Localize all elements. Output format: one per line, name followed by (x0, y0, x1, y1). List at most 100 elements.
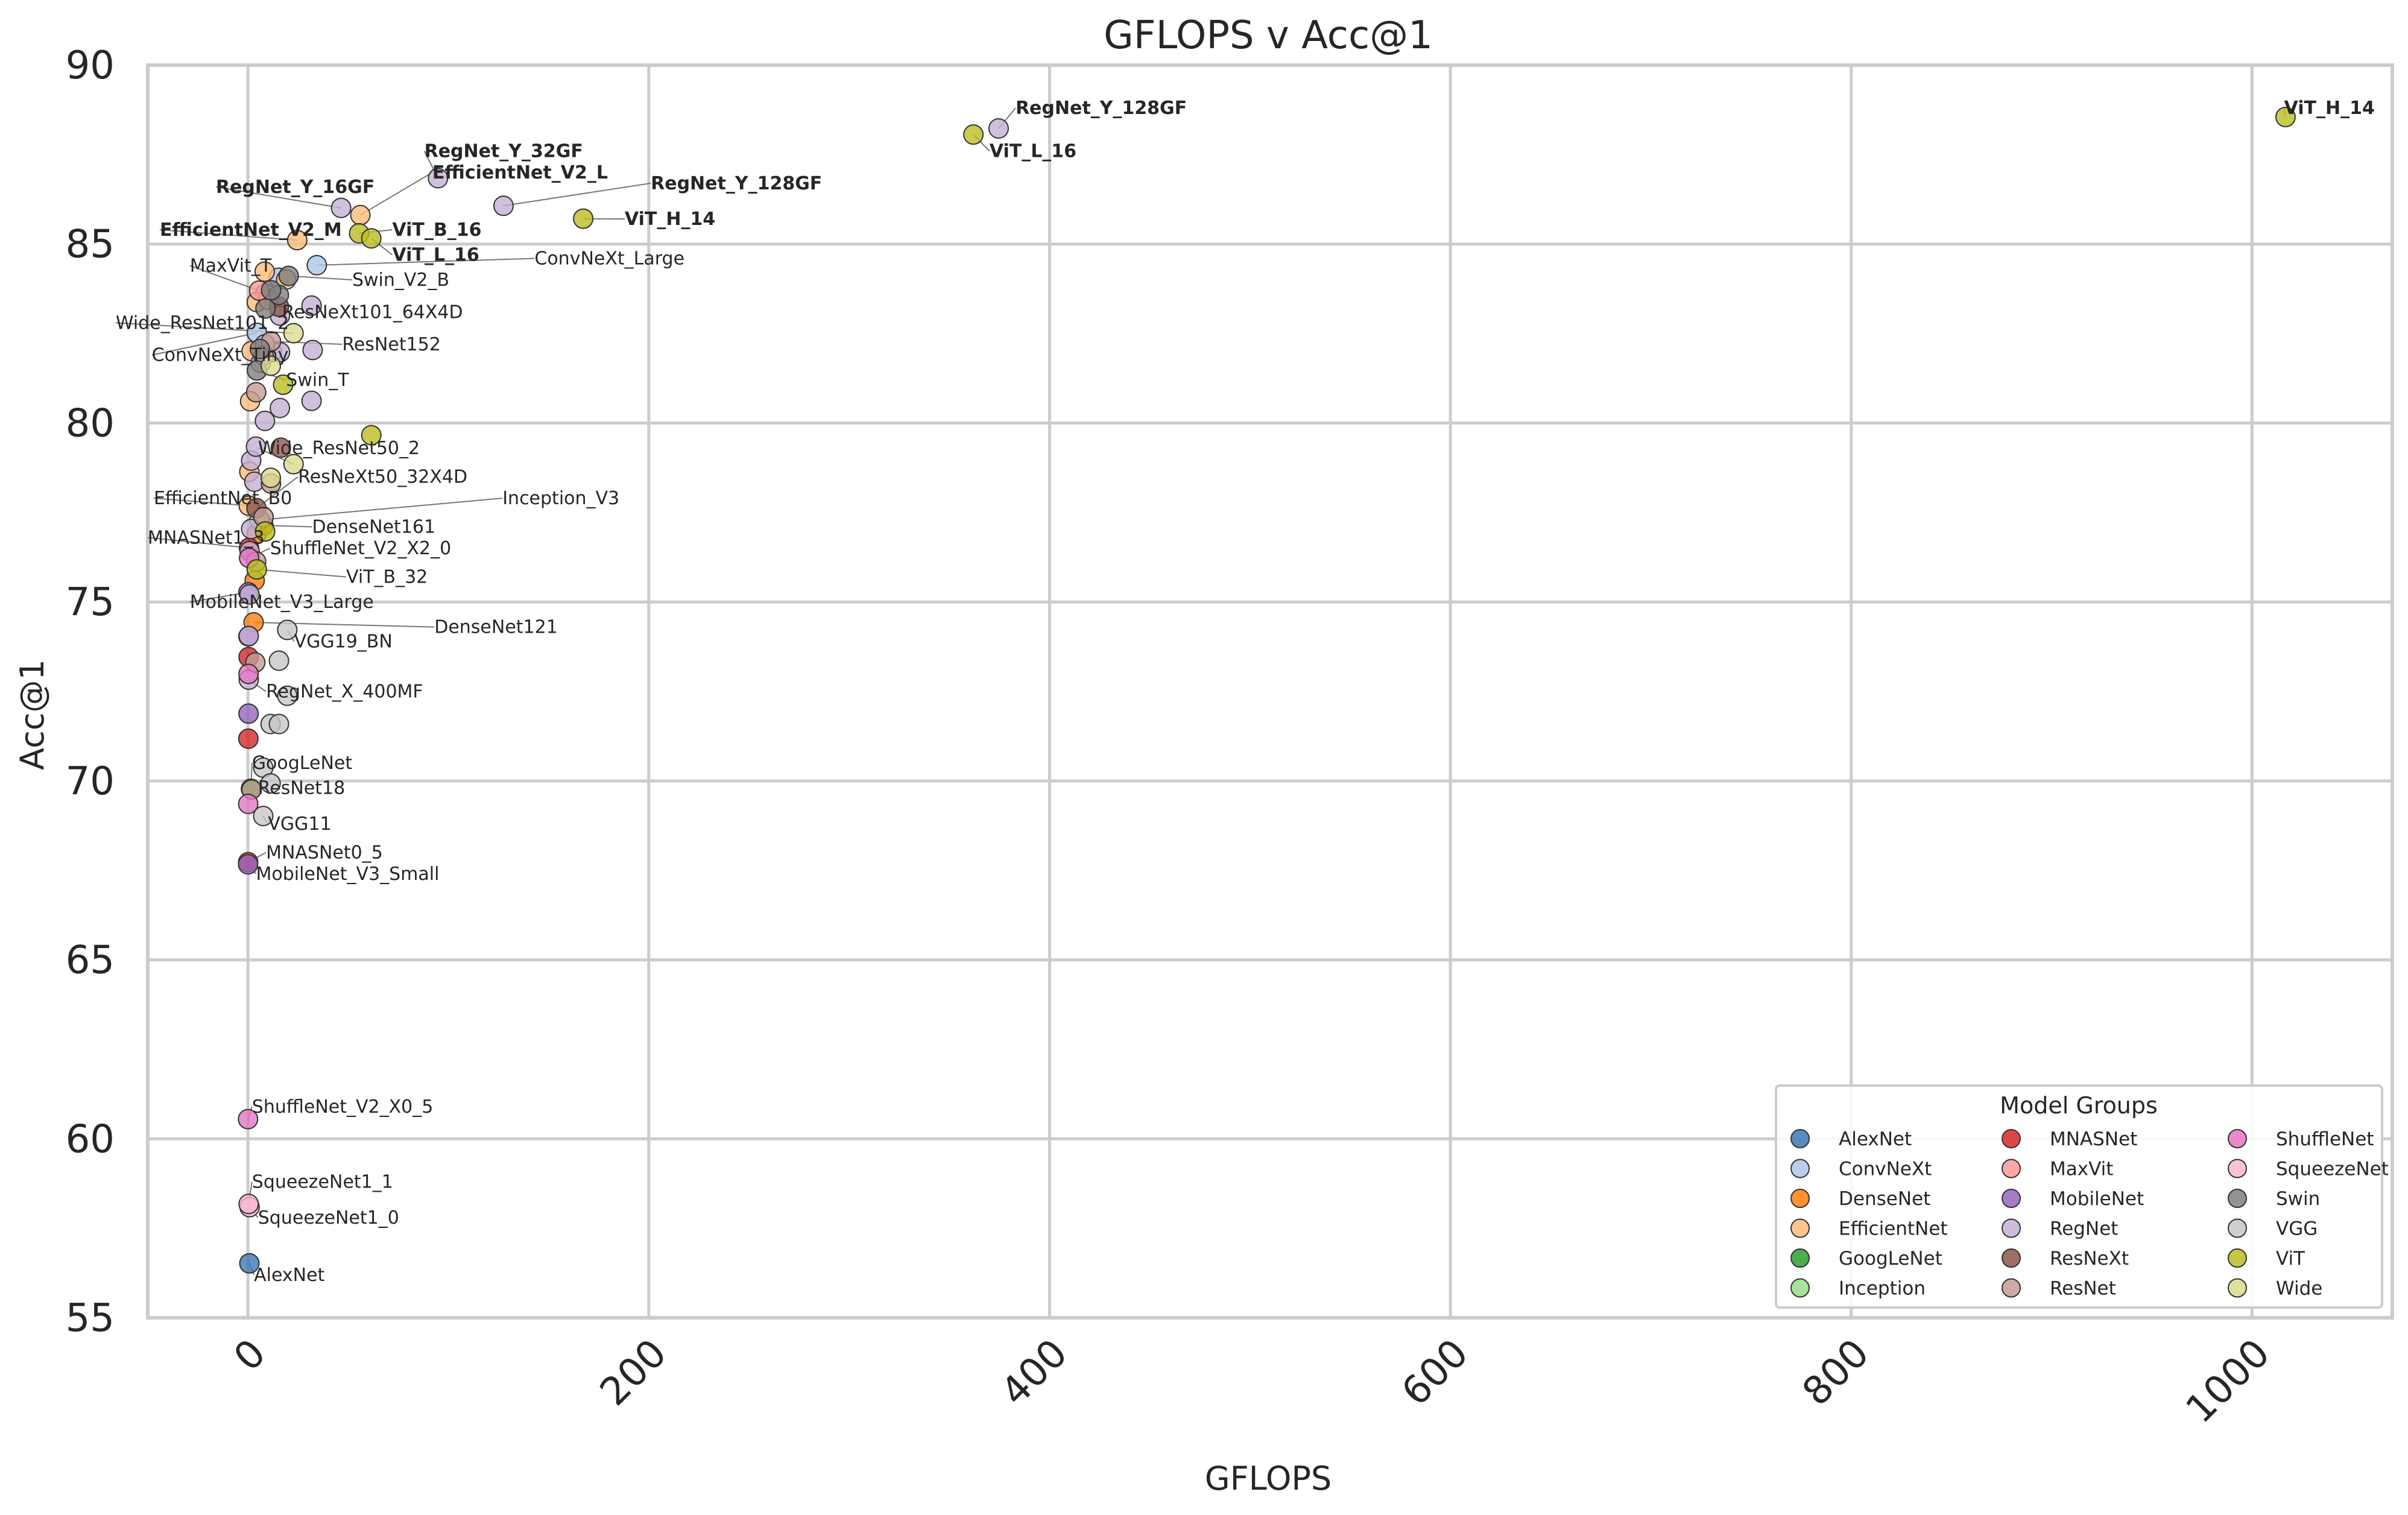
annotation-label: DenseNet161 (312, 517, 436, 538)
annotation-label: ViT_L_16 (392, 245, 479, 266)
legend-label: VGG (2276, 1218, 2318, 1240)
annotation-label: MobileNet_V3_Large (190, 592, 374, 613)
legend-marker (2002, 1218, 2021, 1238)
legend-label: Wide (2276, 1278, 2322, 1300)
annotation-label: RegNet_Y_128GF (651, 173, 822, 194)
x-tick-label: 400 (993, 1331, 1076, 1415)
data-point (246, 559, 267, 580)
annotation-label: ResNeXt50_32X4D (298, 466, 467, 487)
data-point (261, 467, 282, 489)
annotation-labels: RegNet_Y_128GF ViT_L_16 ViT_H_14 RegNet_Y_3… (116, 98, 2375, 1286)
y-tick-label: 85 (66, 223, 115, 267)
legend-marker (1790, 1278, 1810, 1298)
data-point (270, 437, 291, 458)
annotation-leader-line (360, 172, 433, 216)
data-point (260, 773, 281, 794)
y-tick-label: 65 (66, 938, 115, 983)
legend-marker (2002, 1129, 2021, 1148)
data-point (330, 197, 352, 218)
annotation-label: GoogLeNet (252, 753, 353, 774)
x-axis-label: GFLOPS (1205, 1460, 1332, 1498)
legend-marker (2228, 1218, 2247, 1238)
annotation-label: EfficientNet_V2_M (160, 220, 342, 241)
x-tick-label: 200 (592, 1331, 675, 1415)
legend-label: MobileNet (2050, 1188, 2144, 1210)
annotation-leader-line (288, 275, 353, 281)
annotation-label: ConvNeXt_Tiny (152, 345, 289, 366)
legend-marker (1790, 1129, 1810, 1148)
plot-frame (146, 63, 2394, 1320)
legend-marker (1790, 1159, 1810, 1178)
data-point (361, 228, 382, 249)
legend-marker (1790, 1218, 1810, 1238)
annotation-leader-line (147, 537, 250, 549)
annotation-label: RegNet_Y_32GF (425, 141, 583, 162)
y-tick-label: 75 (66, 580, 115, 625)
annotation-label: ViT_H_14 (2284, 98, 2375, 119)
annotation-leader-line (159, 229, 297, 241)
annotation-label: Inception_V3 (502, 488, 619, 509)
data-point (306, 255, 327, 276)
legend-label: DenseNet (1839, 1188, 1930, 1210)
annotation-label: RegNet_X_400MF (266, 682, 423, 703)
data-point (361, 425, 382, 446)
data-point (270, 397, 291, 419)
data-point (283, 323, 304, 344)
annotation-label: ResNet152 (342, 334, 441, 355)
annotation-label: VGG19_BN (294, 631, 393, 652)
legend-marker (2002, 1189, 2021, 1208)
annotation-label: EfficientNet_B0 (154, 488, 292, 509)
annotation-leader-line (317, 258, 535, 266)
y-tick-label: 60 (66, 1117, 115, 1162)
data-point (277, 619, 298, 640)
legend-marker (2228, 1129, 2247, 1148)
annotation-label: SqueezeNet1_0 (258, 1207, 399, 1229)
annotation-leader-line (215, 186, 341, 209)
data-point (268, 650, 289, 671)
y-tick-label: 70 (66, 759, 115, 804)
data-point (283, 454, 304, 475)
data-point (238, 1194, 259, 1215)
legend: Model Groups AlexNet ConvNeXt DenseNet Effi… (1775, 1084, 2389, 1309)
data-point (261, 280, 282, 301)
annotation-label: ViT_H_14 (625, 209, 715, 230)
data-point (302, 340, 323, 361)
data-point (286, 230, 308, 251)
data-point (2275, 107, 2296, 128)
legend-marker (2002, 1159, 2021, 1178)
annotation-label: RegNet_Y_128GF (1016, 98, 1187, 119)
legend-marker (2228, 1159, 2247, 1178)
data-point (238, 793, 259, 814)
annotation-label: SqueezeNet1_1 (252, 1171, 393, 1192)
annotation-label: ConvNeXt_Large (534, 248, 684, 269)
data-point (253, 806, 274, 827)
y-tick-labels: 55 60 65 70 75 80 85 90 (66, 43, 115, 1341)
data-point (238, 703, 259, 724)
x-tick-label: 0 (226, 1331, 274, 1380)
data-point (245, 436, 267, 457)
data-point (301, 390, 322, 411)
annotation-label: MobileNet_V3_Small (256, 864, 439, 885)
annotation-label: ViT_L_16 (990, 141, 1076, 162)
annotation-label: ShuffleNet_V2_X0_5 (252, 1096, 434, 1118)
annotation-label: MNASNet0_5 (266, 843, 383, 864)
annotation-leader-line (189, 265, 259, 291)
data-point (273, 374, 294, 395)
data-point (238, 663, 259, 685)
y-axis-label: Acc@1 (13, 659, 51, 770)
annotation-leader-line (503, 182, 651, 207)
data-point (988, 118, 1009, 139)
legend-label: ShuffleNet (2276, 1128, 2374, 1150)
annotation-label: ViT_B_16 (392, 220, 481, 241)
annotation-label: Wide_ResNet50_2 (258, 438, 420, 459)
data-point (245, 382, 267, 403)
data-point (239, 584, 260, 605)
data-point (493, 195, 514, 217)
legend-label: Inception (1839, 1278, 1926, 1300)
legend-label: MaxVit (2050, 1159, 2113, 1180)
annotation-label: MNASNet1_3 (148, 527, 265, 548)
legend-marker (2002, 1278, 2021, 1298)
legend-label: ConvNeXt (1839, 1159, 1932, 1180)
x-tick-labels: 0 200 400 600 800 1000 (226, 1331, 2278, 1432)
